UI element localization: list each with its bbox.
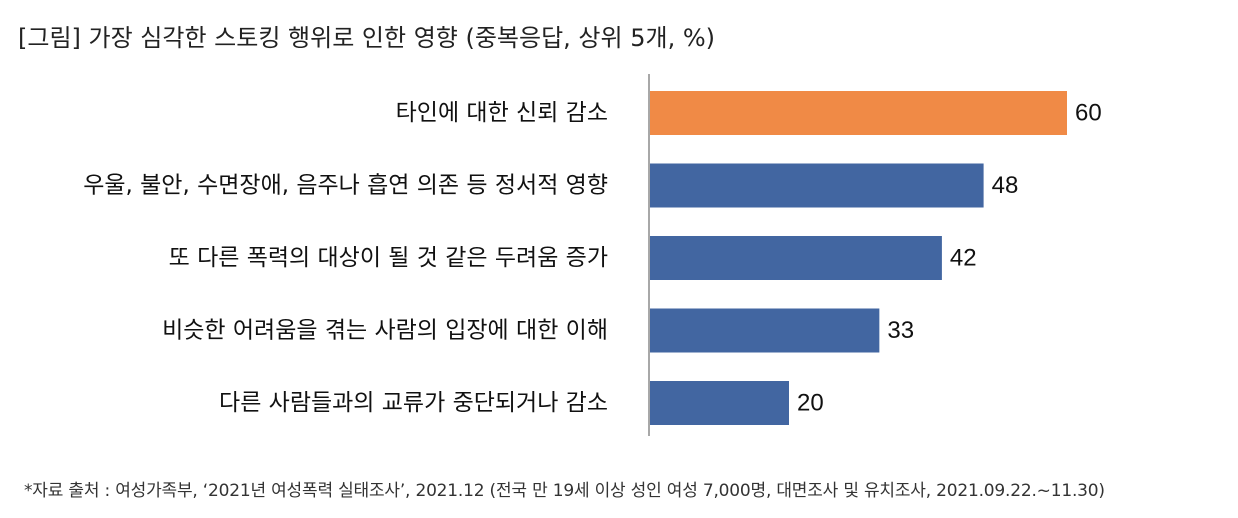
category-label: 다른 사람들과의 교류가 중단되거나 감소 <box>219 390 608 416</box>
value-label: 48 <box>992 172 1019 199</box>
chart-title: [그림] 가장 심각한 스토킹 행위로 인한 영향 (중복응답, 상위 5개, … <box>18 24 715 52</box>
bar <box>650 91 1067 135</box>
source-footnote: *자료 출처 : 여성가족부, ‘2021년 여성폭력 실태조사’, 2021.… <box>24 481 1105 501</box>
value-label: 42 <box>950 245 977 272</box>
bar <box>650 236 942 280</box>
category-label: 타인에 대한 신뢰 감소 <box>396 100 608 126</box>
bar <box>650 308 880 353</box>
bar <box>650 381 789 425</box>
category-label: 또 다른 폭력의 대상이 될 것 같은 두려움 증가 <box>169 245 608 271</box>
value-label: 20 <box>797 390 824 417</box>
bar-chart: 타인에 대한 신뢰 감소 60 우울, 불안, 수면장애, 음주나 흡연 의존 등 … <box>83 74 1102 436</box>
category-label: 비슷한 어려움을 겪는 사람의 입장에 대한 이해 <box>162 318 608 344</box>
category-label: 우울, 불안, 수면장애, 음주나 흡연 의존 등 정서적 영향 <box>83 173 608 199</box>
value-label: 60 <box>1075 100 1102 127</box>
bar <box>650 163 984 208</box>
value-label: 33 <box>887 317 914 344</box>
